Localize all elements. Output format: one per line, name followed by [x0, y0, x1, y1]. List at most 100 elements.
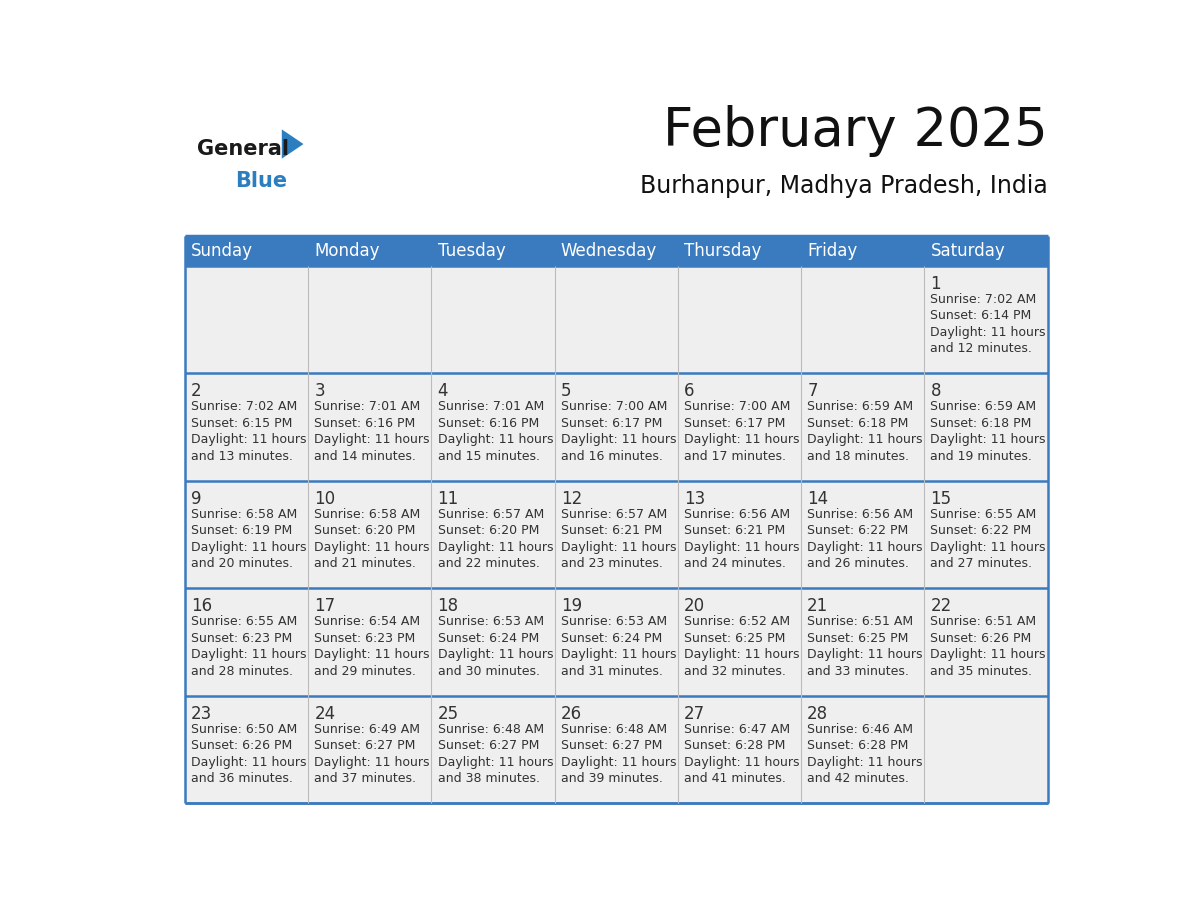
Text: Daylight: 11 hours: Daylight: 11 hours	[684, 756, 800, 768]
Bar	[678, 696, 801, 803]
Bar	[678, 237, 801, 265]
Text: and 14 minutes.: and 14 minutes.	[315, 450, 416, 463]
Text: Sunset: 6:14 PM: Sunset: 6:14 PM	[930, 309, 1031, 322]
Text: 8: 8	[930, 383, 941, 400]
Text: Sunset: 6:21 PM: Sunset: 6:21 PM	[684, 524, 785, 537]
Text: Sunrise: 7:02 AM: Sunrise: 7:02 AM	[930, 293, 1037, 306]
Text: 23: 23	[191, 705, 213, 722]
Text: Daylight: 11 hours: Daylight: 11 hours	[315, 541, 430, 554]
Text: and 29 minutes.: and 29 minutes.	[315, 665, 416, 677]
Bar	[678, 588, 801, 696]
Bar	[924, 265, 1048, 374]
Text: Daylight: 11 hours: Daylight: 11 hours	[684, 541, 800, 554]
Text: Monday: Monday	[315, 242, 380, 260]
Bar	[555, 237, 678, 265]
Bar	[308, 237, 431, 265]
Bar	[924, 696, 1048, 803]
Bar	[555, 265, 678, 374]
Text: 22: 22	[930, 598, 952, 615]
Text: February 2025: February 2025	[663, 105, 1048, 157]
Text: Sunrise: 6:55 AM: Sunrise: 6:55 AM	[930, 508, 1037, 521]
Text: Sunrise: 7:00 AM: Sunrise: 7:00 AM	[684, 400, 790, 413]
Text: Sunrise: 6:57 AM: Sunrise: 6:57 AM	[437, 508, 544, 521]
Text: 25: 25	[437, 705, 459, 722]
Text: Daylight: 11 hours: Daylight: 11 hours	[437, 648, 554, 661]
Text: Daylight: 11 hours: Daylight: 11 hours	[807, 541, 923, 554]
Bar	[555, 588, 678, 696]
Text: and 27 minutes.: and 27 minutes.	[930, 557, 1032, 570]
Text: Sunset: 6:18 PM: Sunset: 6:18 PM	[930, 417, 1032, 430]
Text: and 23 minutes.: and 23 minutes.	[561, 557, 663, 570]
Text: and 31 minutes.: and 31 minutes.	[561, 665, 663, 677]
Text: 7: 7	[807, 383, 817, 400]
Text: Burhanpur, Madhya Pradesh, India: Burhanpur, Madhya Pradesh, India	[640, 174, 1048, 198]
Text: Sunrise: 6:59 AM: Sunrise: 6:59 AM	[807, 400, 914, 413]
Text: Sunset: 6:25 PM: Sunset: 6:25 PM	[684, 632, 785, 644]
Text: Sunset: 6:17 PM: Sunset: 6:17 PM	[561, 417, 662, 430]
Text: and 30 minutes.: and 30 minutes.	[437, 665, 539, 677]
Text: and 28 minutes.: and 28 minutes.	[191, 665, 293, 677]
Text: Sunrise: 6:53 AM: Sunrise: 6:53 AM	[437, 615, 544, 628]
Text: Daylight: 11 hours: Daylight: 11 hours	[684, 648, 800, 661]
Text: Sunset: 6:16 PM: Sunset: 6:16 PM	[315, 417, 416, 430]
Bar	[924, 481, 1048, 588]
Text: and 38 minutes.: and 38 minutes.	[437, 772, 539, 785]
Text: and 19 minutes.: and 19 minutes.	[930, 450, 1032, 463]
Text: 26: 26	[561, 705, 582, 722]
Text: 5: 5	[561, 383, 571, 400]
Text: Sunrise: 6:53 AM: Sunrise: 6:53 AM	[561, 615, 666, 628]
Text: 28: 28	[807, 705, 828, 722]
Bar	[801, 588, 924, 696]
Text: Sunset: 6:17 PM: Sunset: 6:17 PM	[684, 417, 785, 430]
Text: 17: 17	[315, 598, 335, 615]
Bar	[801, 237, 924, 265]
Text: Daylight: 11 hours: Daylight: 11 hours	[930, 433, 1045, 446]
Text: 10: 10	[315, 490, 335, 508]
Text: 4: 4	[437, 383, 448, 400]
Text: Sunset: 6:26 PM: Sunset: 6:26 PM	[930, 632, 1031, 644]
Text: Daylight: 11 hours: Daylight: 11 hours	[561, 433, 676, 446]
Text: 20: 20	[684, 598, 706, 615]
Text: Daylight: 11 hours: Daylight: 11 hours	[191, 433, 307, 446]
Bar	[308, 481, 431, 588]
Text: Daylight: 11 hours: Daylight: 11 hours	[684, 433, 800, 446]
Bar	[801, 374, 924, 481]
Text: Sunrise: 7:00 AM: Sunrise: 7:00 AM	[561, 400, 668, 413]
Text: and 26 minutes.: and 26 minutes.	[807, 557, 909, 570]
Text: Sunrise: 6:48 AM: Sunrise: 6:48 AM	[561, 722, 666, 735]
Text: Sunset: 6:20 PM: Sunset: 6:20 PM	[315, 524, 416, 537]
Text: and 21 minutes.: and 21 minutes.	[315, 557, 416, 570]
Text: Tuesday: Tuesday	[437, 242, 505, 260]
Text: Daylight: 11 hours: Daylight: 11 hours	[930, 541, 1045, 554]
Text: Daylight: 11 hours: Daylight: 11 hours	[315, 433, 430, 446]
Text: Sunrise: 6:57 AM: Sunrise: 6:57 AM	[561, 508, 666, 521]
Text: and 37 minutes.: and 37 minutes.	[315, 772, 416, 785]
Text: and 20 minutes.: and 20 minutes.	[191, 557, 293, 570]
Bar	[308, 696, 431, 803]
Text: 19: 19	[561, 598, 582, 615]
Text: Sunset: 6:24 PM: Sunset: 6:24 PM	[561, 632, 662, 644]
Bar	[924, 588, 1048, 696]
Text: Sunrise: 6:47 AM: Sunrise: 6:47 AM	[684, 722, 790, 735]
Text: Daylight: 11 hours: Daylight: 11 hours	[191, 541, 307, 554]
Text: Sunrise: 6:46 AM: Sunrise: 6:46 AM	[807, 722, 914, 735]
Text: Daylight: 11 hours: Daylight: 11 hours	[930, 648, 1045, 661]
Text: Sunset: 6:19 PM: Sunset: 6:19 PM	[191, 524, 292, 537]
Text: Sunrise: 7:02 AM: Sunrise: 7:02 AM	[191, 400, 297, 413]
Text: Sunset: 6:27 PM: Sunset: 6:27 PM	[437, 739, 539, 752]
Text: Sunset: 6:28 PM: Sunset: 6:28 PM	[684, 739, 785, 752]
Text: Sunrise: 6:56 AM: Sunrise: 6:56 AM	[807, 508, 914, 521]
Text: Sunset: 6:27 PM: Sunset: 6:27 PM	[315, 739, 416, 752]
Text: Thursday: Thursday	[684, 242, 762, 260]
Text: Sunrise: 6:48 AM: Sunrise: 6:48 AM	[437, 722, 544, 735]
Text: Sunrise: 6:58 AM: Sunrise: 6:58 AM	[191, 508, 297, 521]
Text: Daylight: 11 hours: Daylight: 11 hours	[437, 756, 554, 768]
Text: and 13 minutes.: and 13 minutes.	[191, 450, 293, 463]
Text: and 12 minutes.: and 12 minutes.	[930, 342, 1032, 355]
Text: Sunrise: 6:59 AM: Sunrise: 6:59 AM	[930, 400, 1037, 413]
Text: 14: 14	[807, 490, 828, 508]
Bar	[185, 237, 308, 265]
Text: Sunrise: 6:52 AM: Sunrise: 6:52 AM	[684, 615, 790, 628]
Text: 12: 12	[561, 490, 582, 508]
Text: Daylight: 11 hours: Daylight: 11 hours	[930, 326, 1045, 339]
